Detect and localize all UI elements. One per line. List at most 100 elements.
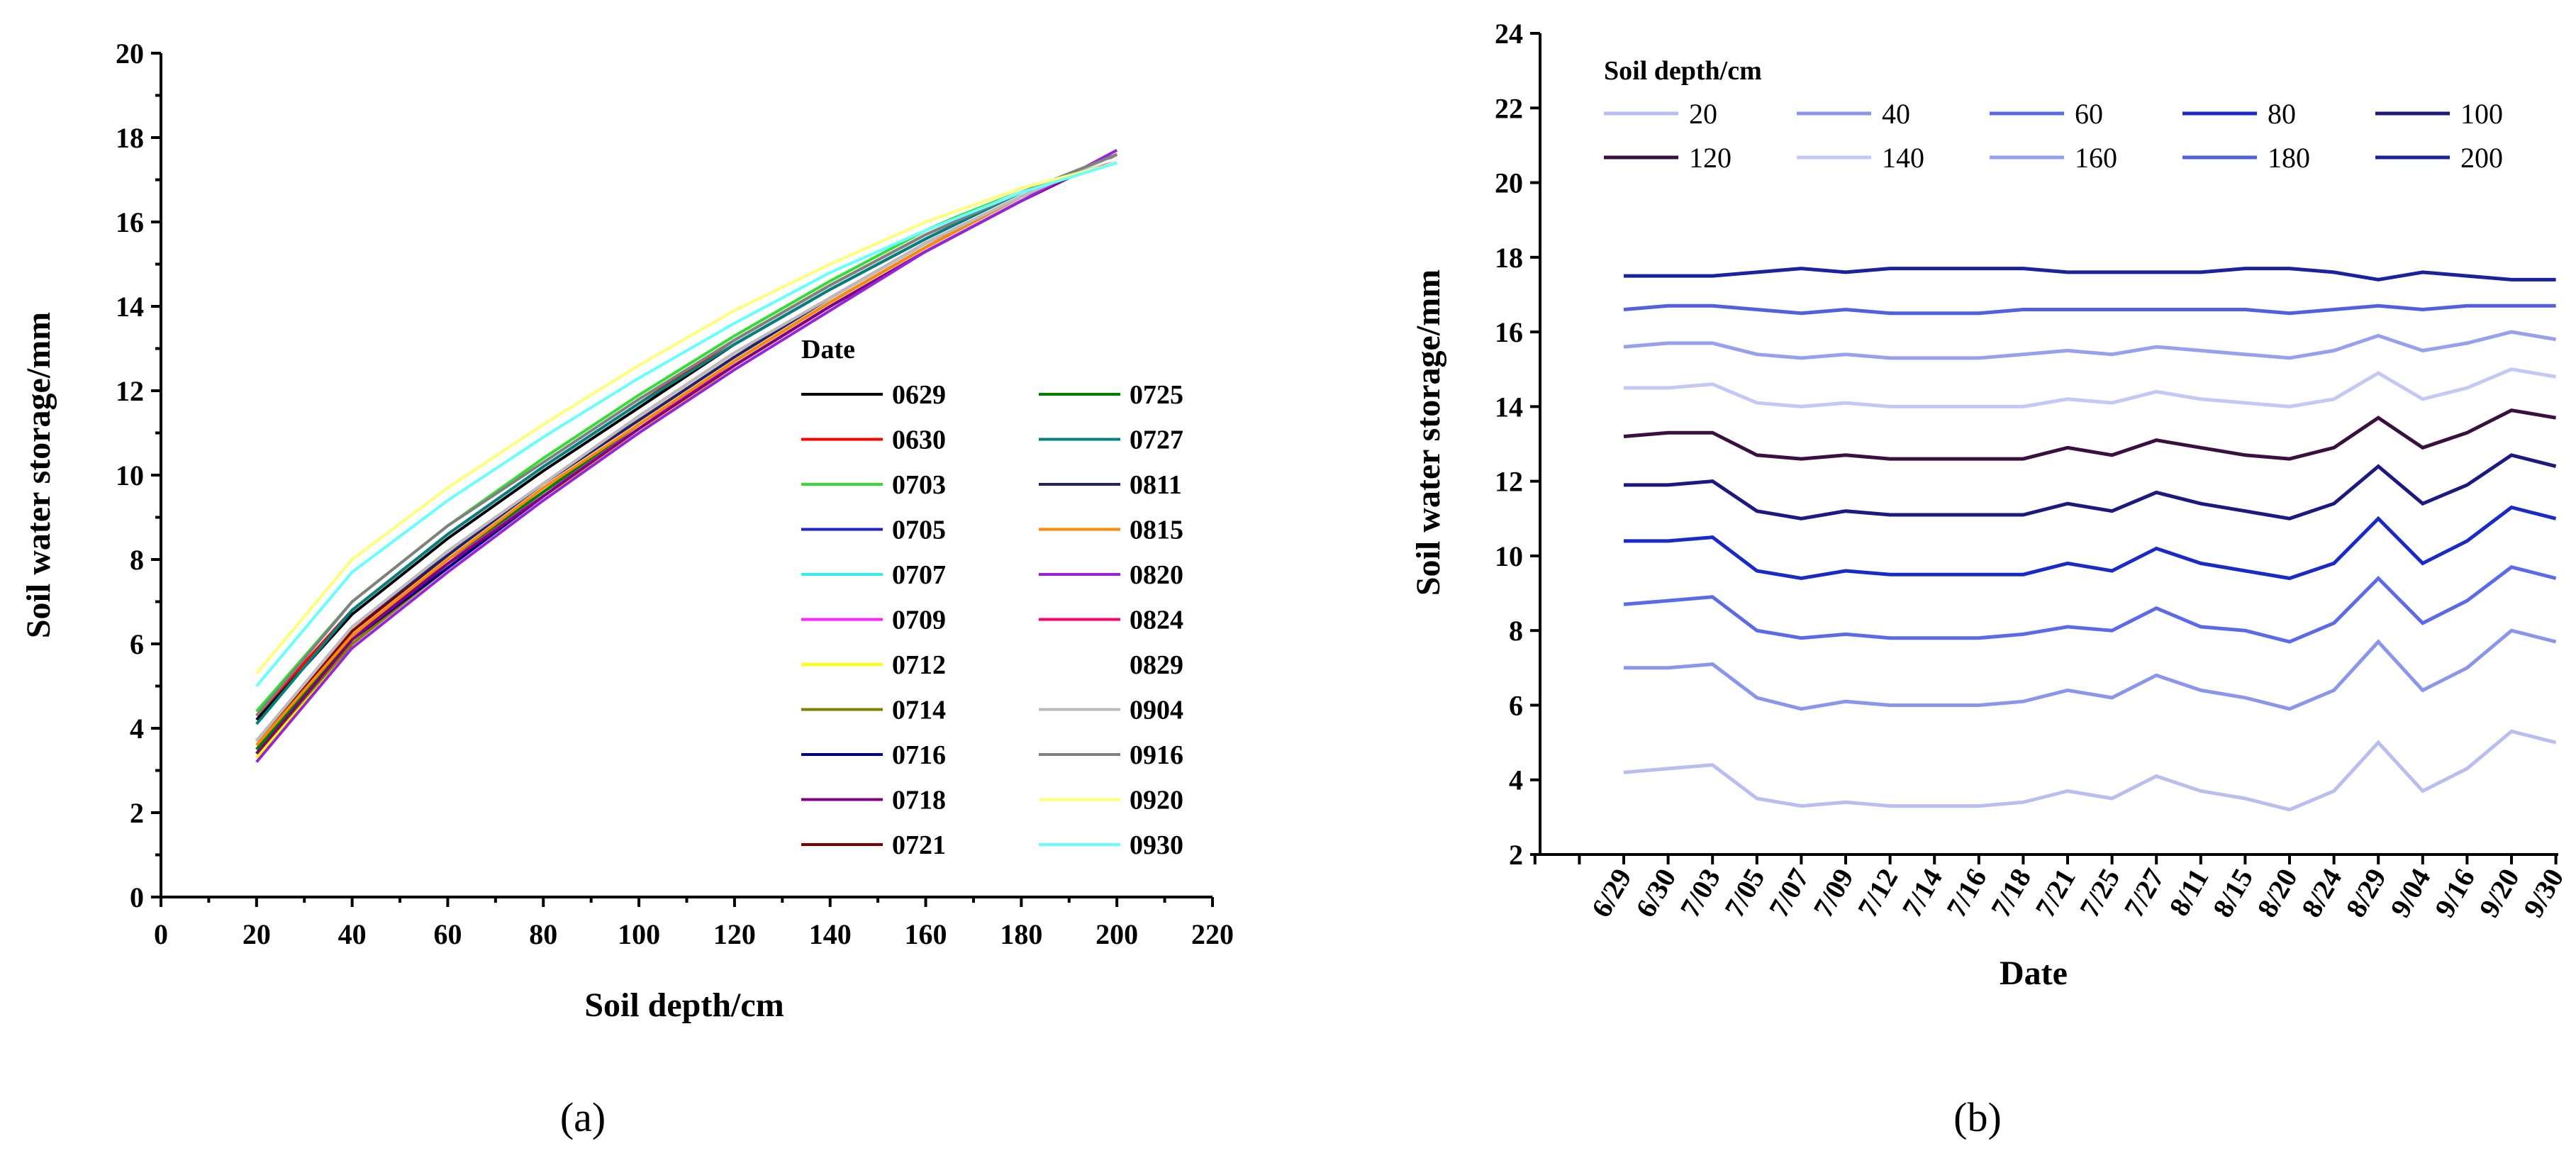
panel-a-x-tick-label: 0 — [154, 918, 168, 950]
panel-a-x-axis-label: Soil depth/cm — [584, 986, 784, 1024]
panel-a-y-tick-label: 12 — [116, 375, 144, 407]
panel-a-x-tick-label: 40 — [338, 918, 367, 950]
series-line-0721 — [255, 152, 1118, 742]
series-line-0629 — [255, 157, 1117, 721]
panel-b-y-tick-label: 12 — [1495, 466, 1523, 498]
legend-label-depth-200: 200 — [2460, 142, 2503, 174]
legend-label-0709: 0709 — [892, 606, 946, 635]
panel-b-x-tick-label: 7/03 — [1673, 863, 1727, 923]
panel-a-y-tick-label: 14 — [116, 291, 144, 323]
series-line-0630 — [255, 157, 1117, 717]
series-line-0714 — [255, 153, 1118, 755]
series-line-0718 — [255, 153, 1118, 755]
panel-b-x-tick-label: 6/30 — [1629, 863, 1683, 923]
series-line-0712 — [255, 153, 1118, 759]
series-line-0725 — [255, 152, 1118, 751]
panel-b-x-tick-label: 8/29 — [2339, 863, 2392, 923]
panel-a-x-tick-label: 220 — [1191, 918, 1234, 950]
panel-b-x-tick-label: 6/29 — [1585, 863, 1638, 923]
panel-a-line-chart: 0 20 40 60 80 100 120 140 160 180 200 220 0 2 4 6 8 10 12 1… — [20, 38, 1234, 1140]
series-line-depth-160 — [1623, 330, 2557, 360]
legend-label-0824: 0824 — [1130, 606, 1183, 635]
series-line-0716 — [255, 153, 1118, 755]
panel-b-x-tick-label: 7/21 — [2029, 863, 2082, 923]
panel-a-x-tick-label: 100 — [618, 918, 660, 950]
panel-a-y-tick-label: 0 — [130, 881, 144, 913]
panel-b-y-tick-label: 4 — [1509, 764, 1523, 796]
legend-label-0630: 0630 — [892, 425, 946, 455]
panel-a-caption: (a) — [560, 1094, 606, 1140]
panel-b-y-axis-label: Soil water storage/mm — [1410, 269, 1447, 596]
series-line-0811 — [255, 152, 1118, 742]
panel-b-x-tick-label: 7/05 — [1718, 863, 1771, 923]
legend-label-depth-180: 180 — [2268, 142, 2310, 174]
series-line-0930 — [255, 161, 1117, 687]
panel-b-x-tick-label: 7/12 — [1851, 863, 1905, 923]
panel-b-y-tick-label: 20 — [1495, 167, 1523, 199]
legend-label-0705: 0705 — [892, 516, 946, 545]
panel-b-y-tick-label: 24 — [1495, 18, 1523, 50]
panel-a-legend: 0629 0630 0703 0705 0707 0709 0712 0714 0716 0718… — [801, 380, 1183, 860]
series-line-0707 — [255, 153, 1118, 759]
panel-a-y-tick-label: 6 — [130, 628, 144, 660]
series-line-0709 — [255, 152, 1118, 755]
series-line-depth-100 — [1624, 453, 2557, 520]
series-line-0824 — [255, 152, 1118, 742]
legend-label-0725: 0725 — [1130, 380, 1183, 410]
series-line-depth-80 — [1624, 505, 2557, 581]
series-line-depth-200 — [1624, 267, 2556, 282]
series-line-depth-20 — [1623, 729, 2557, 812]
legend-label-0815: 0815 — [1130, 516, 1183, 545]
panel-a-y-tick-label: 10 — [116, 460, 144, 491]
legend-label-0904: 0904 — [1130, 696, 1183, 725]
series-line-0820 — [255, 149, 1118, 763]
series-line-depth-40 — [1624, 628, 2557, 711]
panel-b-x-tick-label: 7/18 — [1985, 863, 2038, 923]
legend-label-0930: 0930 — [1130, 830, 1183, 860]
legend-label-0820: 0820 — [1130, 560, 1183, 590]
panel-a-x-tick-label: 160 — [905, 918, 947, 950]
series-line-0920 — [255, 161, 1117, 674]
panel-a-x-tick-label: 120 — [713, 918, 756, 950]
legend-label-0718: 0718 — [892, 786, 946, 815]
series-line-0815 — [255, 152, 1118, 747]
legend-label-depth-120: 120 — [1689, 142, 1732, 174]
panel-a-y-tick-label: 16 — [116, 206, 144, 238]
panel-b-y-tick-label: 2 — [1509, 839, 1523, 871]
legend-label-depth-160: 160 — [2075, 142, 2117, 174]
series-line-0705 — [255, 152, 1118, 751]
panel-b-x-tick-label: 7/27 — [2117, 863, 2170, 923]
legend-label-depth-60: 60 — [2075, 98, 2103, 130]
panel-b-y-tick-label: 18 — [1495, 242, 1523, 274]
legend-label-depth-80: 80 — [2268, 98, 2296, 130]
legend-label-0727: 0727 — [1130, 425, 1183, 455]
panel-a-x-tick-label: 200 — [1095, 918, 1138, 950]
panel-b-x-axis-label: Date — [2000, 954, 2068, 992]
panel-b-x-tick-label: 7/16 — [1940, 863, 1993, 923]
panel-a-y-axis-label: Soil water storage/mm — [20, 312, 57, 638]
panel-b-y-tick-label: 22 — [1495, 92, 1523, 124]
series-line-0829 — [255, 157, 1117, 687]
legend-label-0920: 0920 — [1130, 786, 1183, 815]
legend-label-0721: 0721 — [892, 830, 946, 860]
panel-b-x-tick-label: 9/30 — [2517, 863, 2570, 923]
panel-b-x-tick-label: 9/04 — [2384, 863, 2437, 923]
series-line-0703 — [255, 157, 1117, 713]
legend-label-depth-40: 40 — [1882, 98, 1910, 130]
legend-label-0712: 0712 — [892, 650, 946, 680]
legend-label-depth-20: 20 — [1689, 98, 1717, 130]
series-line-0916 — [255, 152, 1117, 717]
panel-b-y-tick-label: 10 — [1495, 540, 1523, 572]
panel-a-x-tick-label: 140 — [809, 918, 852, 950]
panel-a-y-tick-label: 2 — [130, 797, 144, 829]
legend-label-depth-140: 140 — [1882, 142, 1924, 174]
panel-b-x-tick-label: 7/14 — [1895, 863, 1948, 923]
panel-b-x-tick-label: 9/20 — [2472, 863, 2526, 923]
series-line-depth-180 — [1623, 304, 2556, 316]
legend-label-0714: 0714 — [892, 696, 946, 725]
panel-a-x-tick-label: 60 — [433, 918, 462, 950]
panel-b-line-chart: 246810121416182022246/296/307/037/057/07… — [1410, 18, 2570, 1140]
panel-a-y-tick-label: 20 — [116, 38, 144, 69]
legend-label-0716: 0716 — [892, 740, 946, 770]
